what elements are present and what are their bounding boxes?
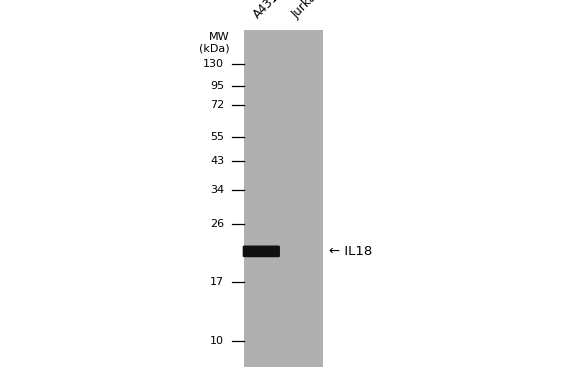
Text: 34: 34 — [210, 185, 224, 195]
Text: 130: 130 — [203, 59, 224, 68]
Text: 55: 55 — [210, 132, 224, 142]
Text: ← IL18: ← IL18 — [329, 245, 372, 258]
Text: 10: 10 — [210, 336, 224, 346]
Text: 17: 17 — [210, 277, 224, 287]
Text: A431: A431 — [250, 0, 281, 21]
Text: 43: 43 — [210, 156, 224, 166]
Text: 72: 72 — [210, 100, 224, 110]
FancyBboxPatch shape — [243, 246, 280, 257]
Text: Jurkat: Jurkat — [289, 0, 323, 21]
Bar — [244, 30, 323, 367]
Text: MW
(kDa): MW (kDa) — [199, 32, 230, 54]
Text: 95: 95 — [210, 81, 224, 91]
Text: 26: 26 — [210, 219, 224, 229]
